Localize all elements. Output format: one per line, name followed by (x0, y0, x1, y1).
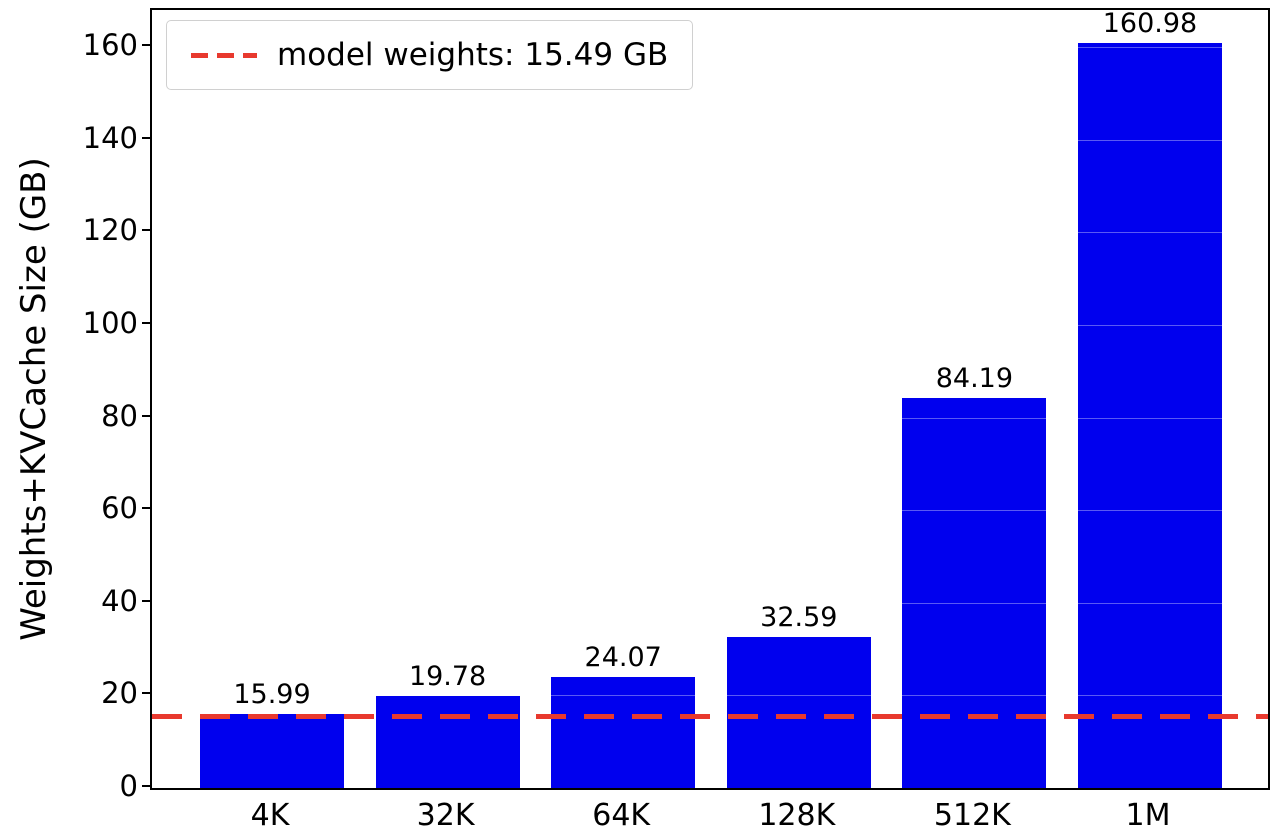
y-tick-label: 20 (101, 676, 138, 711)
y-tick-label: 0 (119, 769, 138, 803)
y-tick-label: 100 (82, 305, 138, 340)
y-tick-label: 140 (82, 120, 138, 155)
gridline (152, 232, 1268, 234)
y-tick-mark (142, 785, 150, 787)
bar-value-label: 19.78 (408, 661, 487, 693)
y-tick-label: 60 (101, 491, 138, 526)
bar-value-label: 15.99 (233, 678, 311, 710)
gridline (152, 47, 1268, 49)
y-tick-mark (142, 414, 150, 417)
bar-1M (1078, 42, 1222, 788)
bar-value-label: 160.98 (1102, 7, 1198, 39)
bar-32K (375, 696, 520, 788)
bar-value-label: 32.59 (760, 602, 838, 634)
reference-line (152, 714, 1268, 720)
y-tick-mark (142, 44, 150, 47)
x-tick-label: 4K (250, 798, 290, 833)
y-tick-mark (142, 692, 150, 695)
y-tick-mark (142, 136, 150, 139)
bar-128K (726, 637, 871, 788)
bar-value-label: 24.07 (584, 641, 662, 673)
gridline (152, 510, 1268, 512)
bar-64K (551, 676, 696, 788)
bar-value-label: 84.19 (935, 363, 1014, 395)
legend-label: model weights: 15.49 GB (277, 37, 669, 73)
y-tick-mark (142, 507, 150, 510)
y-tick-label: 160 (82, 28, 138, 63)
gridline (152, 417, 1268, 419)
y-tick-label: 80 (101, 398, 138, 433)
gridline (152, 324, 1268, 326)
y-tick-label: 120 (82, 213, 138, 248)
gridline (152, 695, 1268, 697)
legend: model weights: 15.49 GB (166, 20, 694, 90)
x-tick-label: 64K (592, 798, 651, 833)
plot-area: 15.99 19.78 24.07 32.59 84.19 160.98 model we… (150, 8, 1270, 790)
y-tick-mark (142, 599, 150, 602)
gridline (152, 139, 1268, 141)
y-tick-mark (142, 321, 150, 324)
x-tick-label: 32K (416, 798, 475, 833)
x-tick-label: 512K (933, 798, 1011, 833)
dashed-line-icon (191, 52, 257, 58)
x-tick-label: 1M (1125, 798, 1171, 833)
x-tick-label: 128K (758, 798, 836, 833)
bar-4K (200, 713, 344, 788)
bar-512K (902, 398, 1047, 788)
y-tick-label: 40 (101, 583, 138, 618)
gridline (152, 602, 1268, 604)
y-tick-mark (142, 229, 150, 232)
